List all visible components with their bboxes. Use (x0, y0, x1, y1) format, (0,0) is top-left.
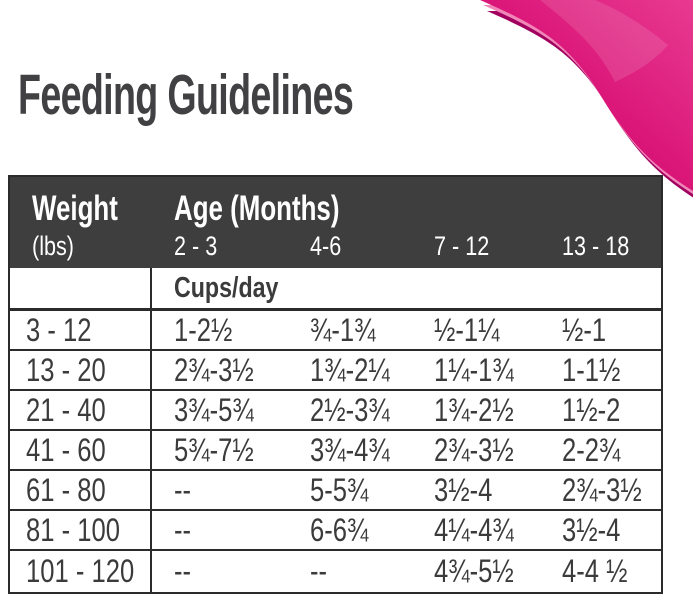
weight-range-cell: 61 - 80 (10, 471, 152, 509)
weight-units-subheader: (lbs) (32, 231, 74, 261)
cups-value-cell: -- (174, 471, 192, 508)
cups-value-cell: 5-5¾ (310, 471, 369, 508)
units-row: Cups/day (10, 268, 661, 311)
cups-value-cell: 1¼-1¾ (434, 351, 514, 388)
cups-value-cell: 4-4 ½ (562, 553, 628, 589)
weight-range-cell: 101 - 120 (10, 551, 152, 592)
table-row: 101 - 120 -- -- 4¾-5½ 4-4 ½ (10, 551, 661, 592)
cups-value-cell: 1¾-2¼ (310, 351, 390, 388)
table-row: 61 - 80 -- 5-5¾ 3½-4 2¾-3½ (10, 471, 661, 511)
cups-value-cell: 2¾-3½ (174, 351, 254, 388)
age-months-header: Age (Months) (174, 189, 340, 228)
units-label: Cups/day (174, 271, 279, 304)
cups-value-cell: 3¾-5¾ (174, 391, 254, 428)
cups-value-cell: ½-1¼ (434, 311, 500, 348)
weight-range-cell: 21 - 40 (10, 391, 152, 429)
cups-value-cell: 1¾-2½ (434, 391, 514, 428)
cups-value-cell: 2¾-3½ (434, 431, 514, 468)
page-title: Feeding Guidelines (18, 63, 354, 127)
age-column-4-6: 4-6 (310, 231, 342, 261)
cups-value-cell: 2½-3¾ (310, 391, 390, 428)
cups-value-cell: 6-6¾ (310, 511, 369, 548)
table-row: 13 - 20 2¾-3½ 1¾-2¼ 1¼-1¾ 1-1½ (10, 351, 661, 391)
weight-range-cell: 81 - 100 (10, 511, 152, 549)
cups-value-cell: -- (174, 553, 192, 589)
table-row: 3 - 12 1-2½ ¾-1¾ ½-1¼ ½-1 (10, 311, 661, 351)
cups-value-cell: 1-1½ (562, 351, 621, 388)
cups-value-cell: 2-2¾ (562, 431, 621, 468)
weight-range-cell: 13 - 20 (10, 351, 152, 389)
cups-value-cell: ¾-1¾ (310, 311, 376, 348)
table-row: 21 - 40 3¾-5¾ 2½-3¾ 1¾-2½ 1½-2 (10, 391, 661, 431)
table-header: Weight Age (Months) (lbs) 2 - 3 4-6 7 - … (10, 177, 661, 268)
age-column-2-3: 2 - 3 (174, 231, 218, 261)
weight-column-header: Weight (32, 189, 118, 228)
units-row-weight-cell (10, 268, 152, 308)
cups-value-cell: 4¾-5½ (434, 553, 514, 589)
cups-value-cell: 1½-2 (562, 391, 621, 428)
cups-value-cell: 4¼-4¾ (434, 511, 514, 548)
cups-value-cell: 3¾-4¾ (310, 431, 390, 468)
cups-value-cell: 5¾-7½ (174, 431, 254, 468)
feeding-guidelines-table: Weight Age (Months) (lbs) 2 - 3 4-6 7 - … (8, 175, 663, 594)
cups-value-cell: 1-2½ (174, 311, 233, 348)
cups-value-cell: ½-1 (562, 311, 607, 348)
table-row: 81 - 100 -- 6-6¾ 4¼-4¾ 3½-4 (10, 511, 661, 551)
weight-range-cell: 41 - 60 (10, 431, 152, 469)
cups-value-cell: 2¾-3½ (562, 471, 642, 508)
cups-value-cell: -- (174, 511, 192, 548)
cups-value-cell: 3½-4 (562, 511, 621, 548)
cups-value-cell: 3½-4 (434, 471, 493, 508)
age-column-13-18: 13 - 18 (562, 231, 630, 261)
weight-range-cell: 3 - 12 (10, 311, 152, 349)
table-row: 41 - 60 5¾-7½ 3¾-4¾ 2¾-3½ 2-2¾ (10, 431, 661, 471)
cups-value-cell: -- (310, 553, 328, 589)
age-column-7-12: 7 - 12 (434, 231, 490, 261)
